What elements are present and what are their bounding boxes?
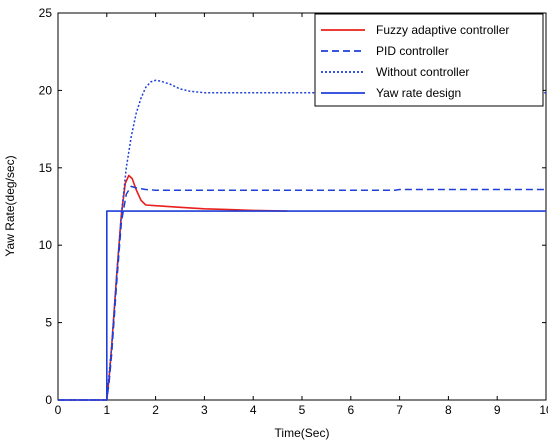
x-tick-label: 4 [250,403,257,417]
series-lines [58,79,546,401]
x-axis-title: Time(Sec) [275,426,330,440]
x-tick-labels: 0 1 2 3 4 5 6 7 8 9 10 [55,403,548,417]
x-tick-label: 8 [445,403,452,417]
y-tick-label: 10 [39,238,53,252]
y-tick-label: 15 [39,161,53,175]
x-tick-label: 10 [539,403,548,417]
legend: Fuzzy adaptive controller PID controller W… [314,13,544,107]
legend-label: Without controller [376,65,469,79]
legend-label: Yaw rate design [376,86,461,100]
legend-items: Fuzzy adaptive controller PID controller W… [321,23,509,100]
y-tick-label: 25 [39,6,53,20]
series-line-1 [58,174,288,401]
series-line-2 [58,185,546,401]
x-tick-label: 7 [396,403,403,417]
x-tick-label: 6 [347,403,354,417]
x-tick-label: 5 [299,403,306,417]
x-tick-label: 2 [152,403,159,417]
y-tick-label: 20 [39,83,53,97]
x-tick-label: 1 [103,403,110,417]
x-tick-label: 9 [494,403,501,417]
legend-label: PID controller [376,44,449,58]
x-tick-label: 0 [55,403,62,417]
series-line-4 [58,210,546,401]
y-axis-title: Yaw Rate(deg/sec) [3,155,17,256]
y-tick-labels: 0 5 10 15 20 25 [39,6,53,407]
legend-label: Fuzzy adaptive controller [376,23,509,37]
y-tick-label: 5 [45,316,52,330]
series-line-3 [58,79,546,401]
x-tick-label: 3 [201,403,208,417]
y-tick-label: 0 [45,393,52,407]
